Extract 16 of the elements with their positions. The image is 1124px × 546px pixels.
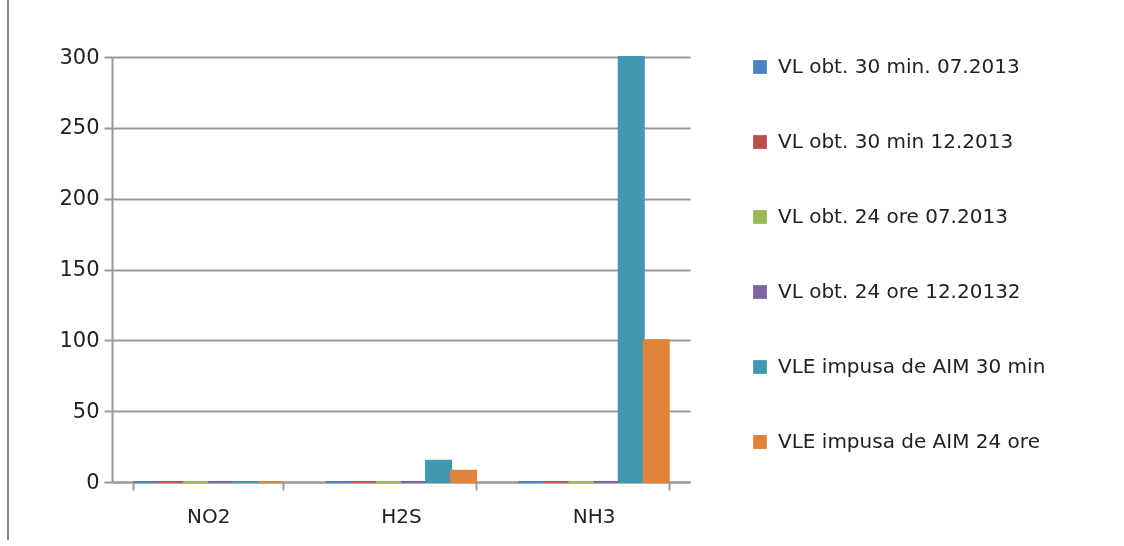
y-tick-label: 300 [59, 44, 100, 69]
x-tick-label: H2S [381, 503, 422, 528]
y-tick-label: 150 [59, 257, 100, 281]
y-tick-label: 100 [59, 327, 100, 352]
y-tick-label: 0 [86, 469, 100, 494]
x-tick-label: NO2 [187, 503, 231, 528]
x-tick-label: NH3 [572, 503, 616, 528]
legend-label: VLE impusa de AIM 24 ore [778, 429, 1040, 453]
y-tick-label: 50 [72, 398, 100, 423]
legend-label: VL obt. 24 ore 12.20132 [778, 279, 1021, 303]
y-tick-label: 250 [59, 115, 100, 140]
legend-label: VL obt. 24 ore 07.2013 [778, 204, 1008, 228]
y-tick-label: 200 [59, 186, 100, 211]
legend-label: VL obt. 30 min 12.2013 [778, 129, 1014, 153]
legend-label: VL obt. 30 min. 07.2013 [778, 54, 1020, 78]
legend-label: VLE impusa de AIM 30 min [778, 354, 1046, 378]
